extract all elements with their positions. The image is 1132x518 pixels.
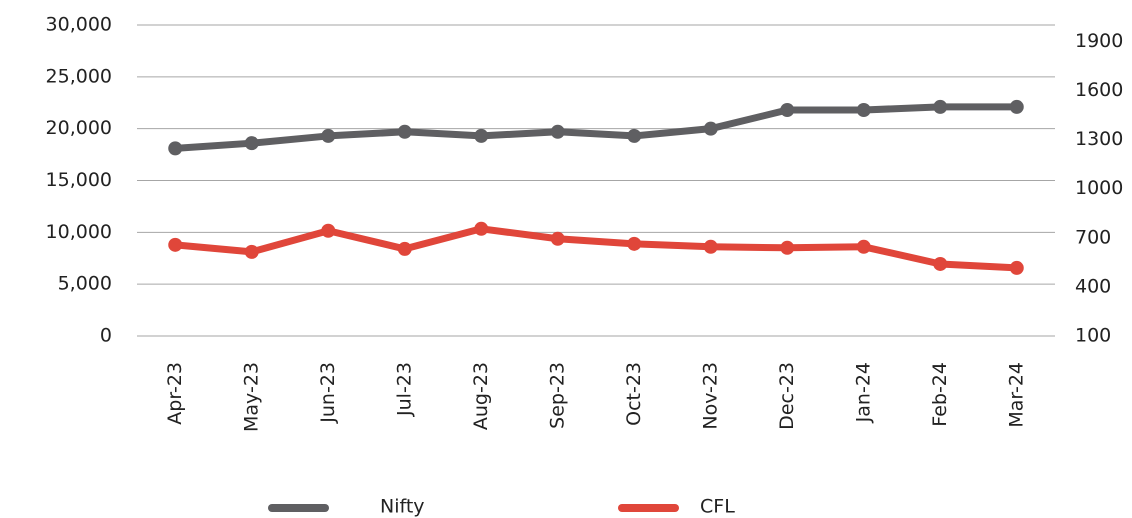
point — [397, 241, 412, 256]
point — [780, 103, 795, 118]
point — [933, 256, 948, 271]
x-tick-label: Mar-24 — [1005, 362, 1027, 428]
point — [780, 240, 795, 255]
x-tick-label: Sep-23 — [546, 362, 568, 429]
y-tick-label: 25,000 — [46, 65, 112, 87]
y-tick-label: 0 — [100, 325, 112, 347]
point — [168, 237, 183, 252]
point — [550, 124, 565, 139]
y2-tick-label: 1300 — [1075, 128, 1123, 150]
legend-label: Nifty — [380, 496, 425, 518]
y-tick-label: 20,000 — [46, 117, 112, 139]
x-tick-label: Jul-23 — [393, 362, 415, 417]
point — [321, 223, 336, 238]
point — [933, 99, 948, 114]
point — [321, 128, 336, 143]
x-tick-label: Dec-23 — [776, 362, 798, 430]
y2-tick-label: 400 — [1075, 275, 1111, 297]
point — [1009, 99, 1024, 114]
point — [1009, 260, 1024, 275]
x-tick-label: May-23 — [240, 362, 262, 432]
y2-tick-label: 700 — [1075, 226, 1111, 248]
point — [856, 239, 871, 254]
point — [627, 236, 642, 251]
point — [474, 221, 489, 236]
series-line — [175, 103, 1017, 152]
x-tick-label: Oct-23 — [623, 362, 645, 426]
x-tick-label: Aug-23 — [470, 362, 492, 430]
x-tick-label: Jun-23 — [317, 362, 339, 424]
point — [703, 239, 718, 254]
point — [244, 136, 259, 151]
x-tick-label: Apr-23 — [164, 362, 186, 425]
y-tick-label: 10,000 — [46, 221, 112, 243]
point — [474, 128, 489, 143]
y-tick-label: 15,000 — [46, 169, 112, 191]
x-tick-label: Jan-24 — [852, 362, 874, 423]
y2-tick-label: 1600 — [1075, 79, 1123, 101]
point — [550, 231, 565, 246]
y-tick-label: 5,000 — [58, 273, 112, 295]
y2-tick-label: 1900 — [1075, 30, 1123, 52]
y2-tick-label: 1000 — [1075, 177, 1123, 199]
point — [627, 128, 642, 143]
legend-label: CFL — [700, 496, 735, 518]
point — [856, 103, 871, 118]
point — [703, 121, 718, 136]
x-tick-label: Feb-24 — [929, 362, 951, 427]
point — [168, 141, 183, 156]
y-tick-label: 30,000 — [46, 14, 112, 36]
y2-tick-label: 100 — [1075, 325, 1111, 347]
series-line — [174, 225, 1017, 272]
point — [397, 124, 412, 139]
point — [244, 244, 259, 259]
x-tick-label: Nov-23 — [699, 362, 721, 430]
